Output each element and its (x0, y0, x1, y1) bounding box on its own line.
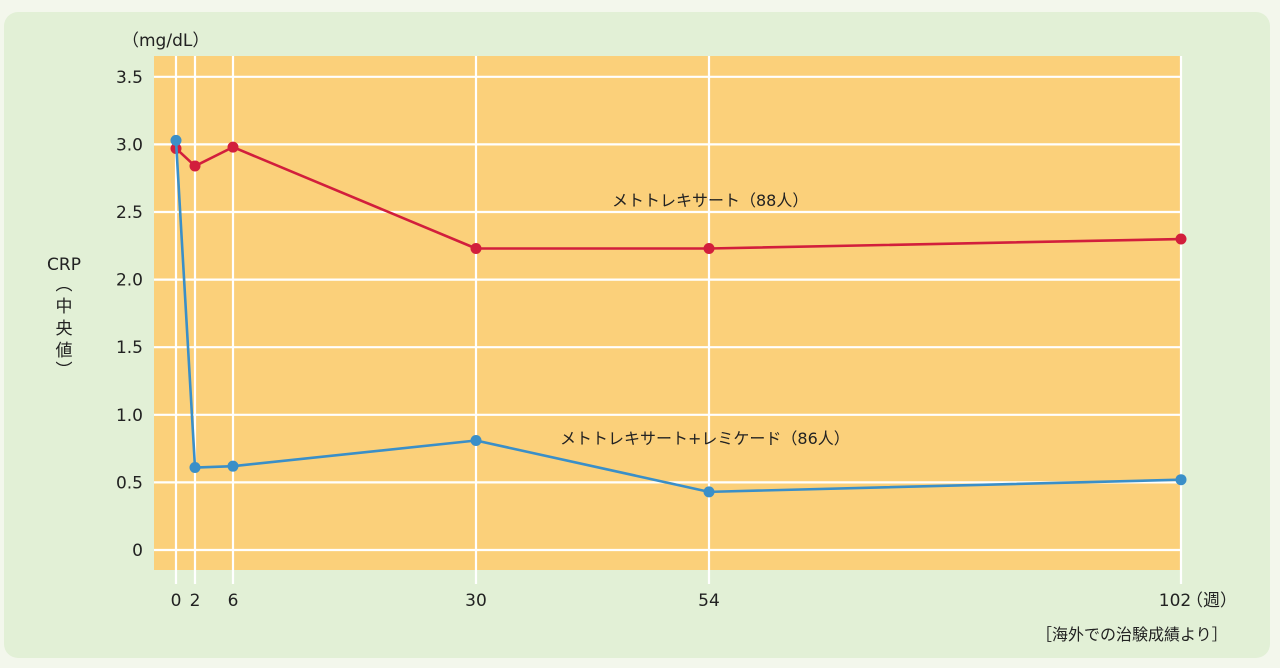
y-tick-label: 2.0 (116, 271, 143, 291)
x-tick-label: 6 (228, 591, 239, 611)
series-1-point (227, 460, 239, 472)
x-tick-label: 0 (171, 591, 182, 611)
source-note: ［海外での治験成績より］ (1036, 625, 1228, 644)
series-1-point (703, 486, 715, 498)
series-0-point (1175, 233, 1187, 245)
series-label-mtx: メトトレキサート（88人） (612, 191, 808, 210)
series-label-mtx-remicade: メトトレキサート+レミケード（86人） (560, 429, 850, 448)
series-0-point (189, 160, 201, 172)
y-axis-title: CRP ︵中央値︶ (47, 255, 81, 381)
y-tick-label: 3.5 (116, 68, 143, 88)
y-tick-label: 0.5 (116, 473, 143, 493)
x-tick-label: 102 (1159, 591, 1191, 611)
series-layer (170, 134, 1187, 498)
y-tick-label: 1.5 (116, 338, 143, 358)
series-1-point (189, 462, 201, 474)
y-tick-label: 0 (132, 541, 143, 561)
plot-area (154, 56, 1182, 570)
x-tick-label: 2 (190, 591, 201, 611)
y-tick-label: 3.0 (116, 135, 143, 155)
tick-layer: 00.51.01.52.02.53.03.50 2 6 30 54 102 (116, 68, 1191, 611)
series-0-point (227, 141, 239, 153)
series-1-point (170, 134, 182, 146)
y-unit-label: （mg/dL） (122, 31, 209, 51)
series-1-point (470, 434, 482, 446)
x-tick-label: 30 (465, 591, 487, 611)
series-line-1 (174, 140, 1182, 494)
y-tick-label: 1.0 (116, 406, 143, 426)
series-0-point (703, 243, 715, 255)
y-tick-label: 2.5 (116, 203, 143, 223)
x-unit-label: （週） (1186, 591, 1237, 611)
series-0-point (470, 243, 482, 255)
x-tick-label: 54 (698, 591, 720, 611)
series-1-point (1175, 474, 1187, 486)
